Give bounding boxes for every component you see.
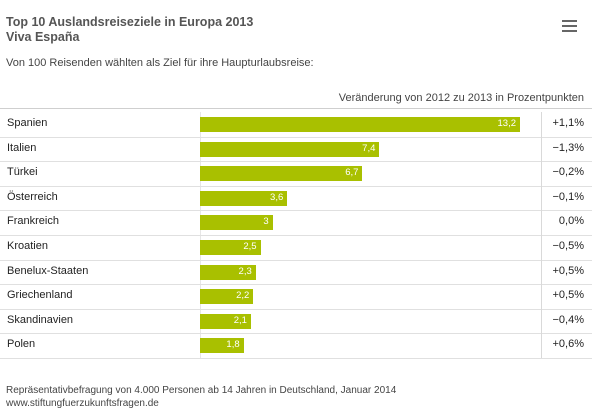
change-column-divider	[541, 112, 542, 358]
bar[interactable]: 13,2	[200, 117, 520, 132]
category-label: Spanien	[7, 117, 48, 129]
change-value: −1,3%	[552, 141, 585, 154]
change-column-header: Veränderung von 2012 zu 2013 in Prozentp…	[338, 92, 584, 104]
change-value: −0,1%	[552, 190, 585, 203]
table-row: Spanien 13,2 +1,1%	[0, 112, 592, 138]
category-label: Österreich	[7, 190, 58, 203]
column-header-row: Veränderung von 2012 zu 2013 in Prozentp…	[0, 78, 592, 109]
change-value: −0,5%	[552, 240, 585, 252]
hamburger-menu-icon[interactable]	[562, 20, 578, 33]
table-row: Österreich 3,6 −0,1%	[0, 186, 592, 212]
table-row: Benelux-Staaten 2,3 +0,5%	[0, 260, 592, 286]
bar-value-label: 2,1	[233, 314, 247, 326]
change-value: +0,6%	[552, 338, 585, 351]
change-value: +0,5%	[552, 264, 585, 277]
category-label: Benelux-Staaten	[7, 264, 89, 277]
bar-value-label: 2,2	[236, 290, 250, 302]
bar-value-label: 3,6	[270, 191, 284, 203]
bar[interactable]: 2,5	[200, 240, 261, 255]
change-value: −0,2%	[552, 166, 585, 179]
bar-value-label: 2,5	[243, 241, 257, 252]
table-row: Kroatien 2,5 −0,5%	[0, 235, 592, 261]
table-row: Griechenland 2,2 +0,5%	[0, 284, 592, 310]
bar[interactable]: 7,4	[200, 141, 380, 157]
bar[interactable]: 3,6	[200, 190, 288, 206]
bar[interactable]: 2,1	[200, 313, 251, 329]
table-row: Skandinavien 2,1 −0,4%	[0, 309, 592, 335]
bar[interactable]: 2,3	[200, 264, 256, 280]
bar-value-label: 7,4	[362, 142, 376, 154]
bar-value-label: 6,7	[345, 167, 359, 179]
bar-value-label: 1,8	[226, 339, 240, 351]
table-row: Türkei 6,7 −0,2%	[0, 161, 592, 187]
bar[interactable]: 1,8	[200, 338, 244, 354]
table-row: Italien 7,4 −1,3%	[0, 137, 592, 163]
bar[interactable]: 2,2	[200, 289, 254, 305]
change-value: +0,5%	[552, 289, 585, 302]
footer-source: www.stiftungfuerzukunftsfragen.de	[6, 398, 159, 409]
category-label: Italien	[7, 141, 37, 154]
bar[interactable]: 6,7	[200, 166, 363, 182]
bar-value-label: 2,3	[238, 265, 252, 277]
bar[interactable]: 3	[200, 215, 273, 231]
chart-intro: Von 100 Reisenden wählten als Ziel für i…	[6, 57, 314, 69]
table-row: Polen 1,8 +0,6%	[0, 333, 592, 359]
change-value: −0,4%	[552, 313, 585, 326]
category-label: Skandinavien	[7, 313, 74, 326]
change-value: +1,1%	[552, 117, 585, 129]
chart-title: Top 10 Auslandsreiseziele in Europa 2013	[6, 15, 254, 29]
bar-value-label: 13,2	[497, 118, 517, 129]
table-row: Frankreich 3 0,0%	[0, 210, 592, 236]
change-value: 0,0%	[558, 215, 584, 228]
category-label: Polen	[7, 338, 36, 351]
chart-subtitle: Viva España	[6, 30, 80, 44]
category-label: Frankreich	[7, 215, 59, 228]
bar-value-label: 3	[263, 216, 269, 228]
category-label: Türkei	[7, 166, 38, 179]
category-label: Griechenland	[7, 289, 73, 302]
category-label: Kroatien	[7, 240, 48, 252]
footer-note: Repräsentativbefragung von 4.000 Persone…	[6, 385, 397, 396]
